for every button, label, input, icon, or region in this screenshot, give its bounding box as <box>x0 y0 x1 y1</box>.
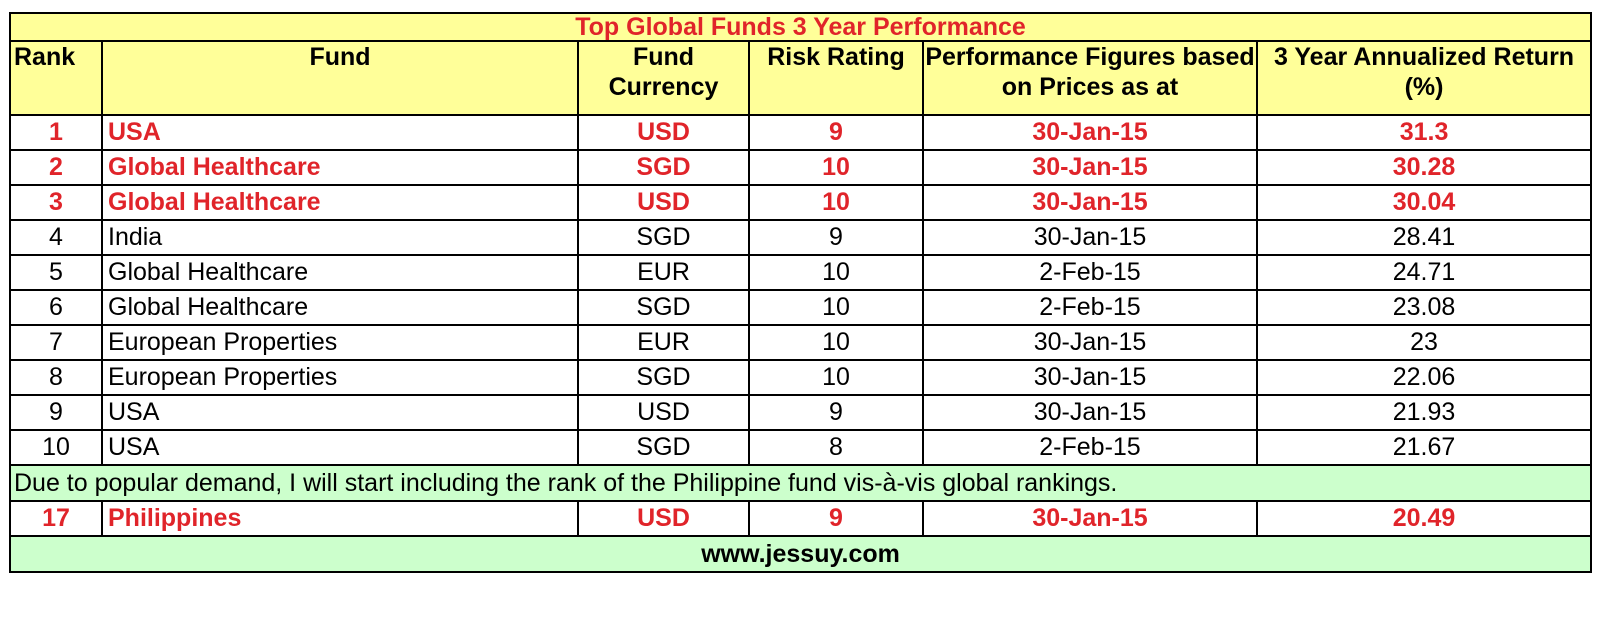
cell-rank: 6 <box>9 289 103 326</box>
cell-rank: 17 <box>9 500 103 537</box>
cell-rank: 2 <box>9 149 103 186</box>
cell-rank: 1 <box>9 114 103 151</box>
cell-fund: European Properties <box>101 324 579 361</box>
cell-currency: SGD <box>577 359 750 396</box>
cell-rank: 9 <box>9 394 103 431</box>
table-row: 17 Philippines USD 9 30-Jan-15 20.49 <box>9 500 1593 537</box>
table-row: 4 India SGD 9 30-Jan-15 28.41 <box>9 219 1593 256</box>
column-header-currency: Fund Currency <box>577 40 750 116</box>
column-header-risk: Risk Rating <box>748 40 924 116</box>
cell-risk: 8 <box>748 429 924 466</box>
cell-date: 2-Feb-15 <box>922 289 1258 326</box>
table-header-row: Rank Fund Fund Currency Risk Rating Perf… <box>9 40 1593 116</box>
cell-date: 30-Jan-15 <box>922 359 1258 396</box>
cell-currency: SGD <box>577 149 750 186</box>
table-row: 6 Global Healthcare SGD 10 2-Feb-15 23.08 <box>9 289 1593 326</box>
cell-currency: USD <box>577 184 750 221</box>
cell-currency: EUR <box>577 254 750 291</box>
table-row: 2 Global Healthcare SGD 10 30-Jan-15 30.28 <box>9 149 1593 186</box>
footer-website: www.jessuy.com <box>8 535 1593 573</box>
cell-risk: 10 <box>748 184 924 221</box>
cell-date: 30-Jan-15 <box>922 324 1258 361</box>
cell-return: 22.06 <box>1255 359 1593 396</box>
table-row: 9 USA USD 9 30-Jan-15 21.93 <box>9 394 1593 431</box>
cell-risk: 10 <box>748 254 924 291</box>
cell-fund: India <box>101 219 579 256</box>
table-title: Top Global Funds 3 Year Performance <box>8 12 1593 42</box>
cell-return: 30.04 <box>1255 184 1593 221</box>
cell-date: 30-Jan-15 <box>922 149 1258 186</box>
cell-rank: 10 <box>9 429 103 466</box>
cell-date: 30-Jan-15 <box>922 500 1258 537</box>
cell-return: 21.93 <box>1255 394 1593 431</box>
cell-currency: USD <box>577 114 750 151</box>
cell-fund: Global Healthcare <box>101 289 579 326</box>
cell-risk: 10 <box>748 324 924 361</box>
cell-fund: USA <box>101 114 579 151</box>
cell-currency: USD <box>577 500 750 537</box>
philippines-note: Due to popular demand, I will start incl… <box>8 464 1593 502</box>
column-header-date: Performance Figures based on Prices as a… <box>922 40 1258 116</box>
cell-fund: USA <box>101 394 579 431</box>
cell-return: 31.3 <box>1255 114 1593 151</box>
cell-currency: SGD <box>577 219 750 256</box>
cell-return: 20.49 <box>1255 500 1593 537</box>
cell-return: 24.71 <box>1255 254 1593 291</box>
table-title-row: Top Global Funds 3 Year Performance <box>8 12 1593 42</box>
cell-currency: EUR <box>577 324 750 361</box>
cell-rank: 8 <box>9 359 103 396</box>
cell-date: 2-Feb-15 <box>922 429 1258 466</box>
table-row: 3 Global Healthcare USD 10 30-Jan-15 30.04 <box>9 184 1593 221</box>
cell-rank: 7 <box>9 324 103 361</box>
table-row: 7 European Properties EUR 10 30-Jan-15 23 <box>9 324 1593 361</box>
cell-rank: 5 <box>9 254 103 291</box>
cell-date: 30-Jan-15 <box>922 114 1258 151</box>
cell-fund: Global Healthcare <box>101 184 579 221</box>
cell-risk: 10 <box>748 149 924 186</box>
cell-return: 23 <box>1255 324 1593 361</box>
table-row: 10 USA SGD 8 2-Feb-15 21.67 <box>9 429 1593 466</box>
funds-performance-table: Top Global Funds 3 Year Performance Rank… <box>8 12 1593 573</box>
cell-return: 21.67 <box>1255 429 1593 466</box>
cell-fund: Global Healthcare <box>101 149 579 186</box>
cell-fund: Global Healthcare <box>101 254 579 291</box>
cell-date: 2-Feb-15 <box>922 254 1258 291</box>
cell-return: 23.08 <box>1255 289 1593 326</box>
cell-currency: SGD <box>577 289 750 326</box>
cell-fund: Philippines <box>101 500 579 537</box>
note-row: Due to popular demand, I will start incl… <box>8 464 1593 502</box>
footer-row: www.jessuy.com <box>8 535 1593 573</box>
cell-date: 30-Jan-15 <box>922 219 1258 256</box>
cell-rank: 4 <box>9 219 103 256</box>
cell-risk: 9 <box>748 394 924 431</box>
cell-currency: USD <box>577 394 750 431</box>
column-header-rank: Rank <box>9 40 103 116</box>
table-row: 5 Global Healthcare EUR 10 2-Feb-15 24.71 <box>9 254 1593 291</box>
cell-risk: 9 <box>748 500 924 537</box>
cell-fund: European Properties <box>101 359 579 396</box>
cell-return: 30.28 <box>1255 149 1593 186</box>
cell-date: 30-Jan-15 <box>922 394 1258 431</box>
table-row: 8 European Properties SGD 10 30-Jan-15 22.06 <box>9 359 1593 396</box>
cell-risk: 9 <box>748 219 924 256</box>
cell-currency: SGD <box>577 429 750 466</box>
cell-risk: 9 <box>748 114 924 151</box>
column-header-fund: Fund <box>101 40 579 116</box>
cell-risk: 10 <box>748 359 924 396</box>
cell-risk: 10 <box>748 289 924 326</box>
cell-fund: USA <box>101 429 579 466</box>
cell-date: 30-Jan-15 <box>922 184 1258 221</box>
table-row: 1 USA USD 9 30-Jan-15 31.3 <box>9 114 1593 151</box>
funds-table-container: Top Global Funds 3 Year Performance Rank… <box>8 12 1593 573</box>
cell-return: 28.41 <box>1255 219 1593 256</box>
cell-rank: 3 <box>9 184 103 221</box>
column-header-return: 3 Year Annualized Return (%) <box>1255 40 1593 116</box>
